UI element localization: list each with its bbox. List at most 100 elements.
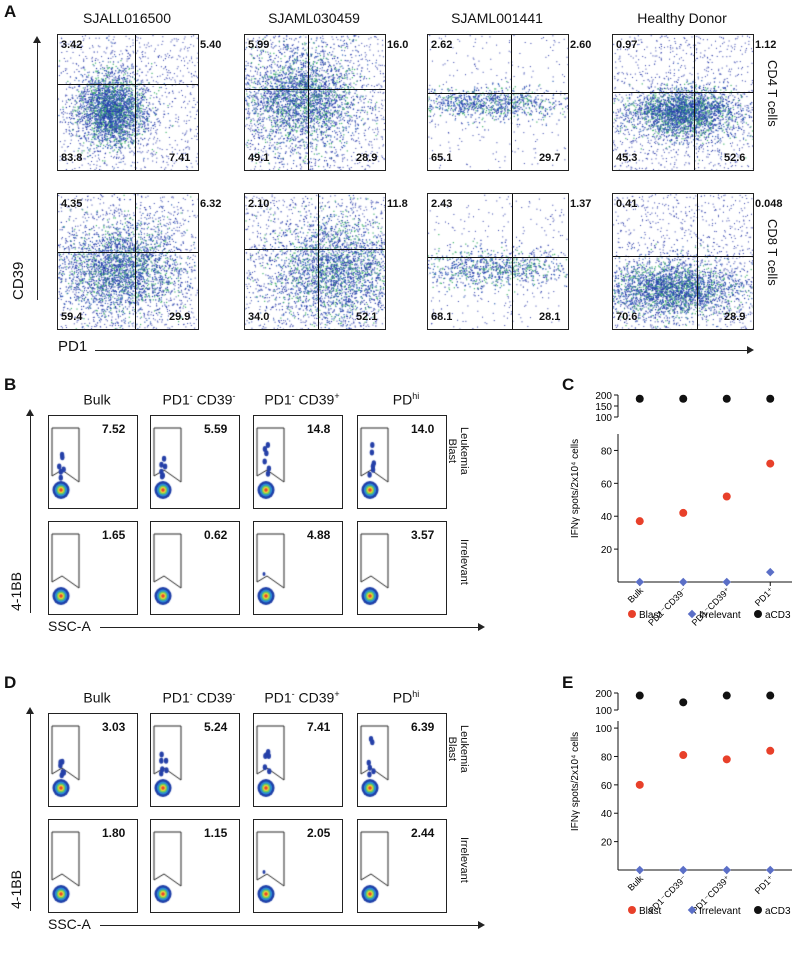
gate-column-title-superscript: - xyxy=(189,391,193,401)
data-point-blast xyxy=(635,517,644,526)
quadrant-value-upper-right: 0.048 xyxy=(755,198,783,210)
arrow-up-icon xyxy=(26,707,34,714)
quadrant-value-upper-right: 5.40 xyxy=(200,39,222,51)
quadrant-value-upper-left: 0.41 xyxy=(616,198,638,210)
panel-e-chart: 100 200 20 40 60 80 100 IFNγ spots/2x10⁴ cells B… xyxy=(570,689,792,917)
gate-column-title-cd39: CD39 xyxy=(192,689,233,706)
flow-plot-quadrant xyxy=(244,34,386,171)
y-tick-label: 100 xyxy=(595,706,612,717)
y-tick-label: 100 xyxy=(595,413,612,424)
quadrant-value-lower-right: 28.1 xyxy=(539,311,561,323)
flow-density-dots xyxy=(245,194,385,329)
quadrant-value-upper-left: 2.62 xyxy=(431,39,453,51)
gate-y-axis-line xyxy=(30,415,31,613)
gate-percentage: 0.62 xyxy=(204,528,228,542)
quadrant-value-upper-right: 6.32 xyxy=(200,198,222,210)
data-point-irrelevant xyxy=(766,567,775,577)
gate-column-title-superscript: + xyxy=(334,689,340,699)
gate-column-title-superscript: hi xyxy=(412,689,420,699)
quadrant-vertical-line xyxy=(317,194,319,329)
gate-row-label-line: Irrelevant xyxy=(458,539,470,585)
panel-a-y-label: CD39 xyxy=(10,261,27,300)
panel-a-x-label: PD1 xyxy=(58,338,88,355)
gate-plot xyxy=(253,521,343,615)
panel-a-x-axis-line xyxy=(95,350,747,351)
arrow-right-icon xyxy=(747,346,754,354)
data-point-irrelevant xyxy=(722,577,731,587)
gate-percentage: 3.03 xyxy=(102,720,126,734)
gate-column-title: PD1- CD39- xyxy=(138,391,260,408)
data-point-irrelevant xyxy=(679,577,688,587)
y-axis-label: IFNγ spots/2x10⁴ cells xyxy=(570,732,581,831)
legend-label: Irrelevant xyxy=(699,610,741,621)
gate-percentage: 14.0 xyxy=(411,422,435,436)
legend-marker xyxy=(628,610,636,618)
gate-column-title-main: PD1 xyxy=(162,391,190,408)
y-axis-label: IFNγ spots/2x10⁴ cells xyxy=(570,439,581,538)
arrow-up-icon xyxy=(26,409,34,416)
quadrant-horizontal-line xyxy=(245,249,385,251)
gate-row-label-line: Irrelevant xyxy=(458,837,470,883)
data-point-blast xyxy=(766,459,775,468)
quadrant-value-lower-right: 28.9 xyxy=(356,152,378,164)
quadrant-vertical-line xyxy=(308,35,309,170)
y-tick-label: 200 xyxy=(595,391,612,402)
gate-column-title-cd39: CD39 xyxy=(294,391,335,408)
gate-y-label: 4-1BB xyxy=(8,870,24,909)
data-point-acd3 xyxy=(635,394,644,403)
quadrant-value-lower-left: 68.1 xyxy=(431,311,453,323)
quadrant-value-lower-left: 34.0 xyxy=(248,311,270,323)
data-point-acd3 xyxy=(722,394,731,403)
quadrant-horizontal-line xyxy=(613,256,753,258)
gate-column-title-main: Bulk xyxy=(83,391,111,408)
gate-density-contour xyxy=(49,416,137,508)
gate-column-title: PDhi xyxy=(345,391,467,408)
data-point-acd3 xyxy=(766,394,775,403)
gate-density-contour xyxy=(151,416,239,508)
flow-density-dots xyxy=(613,194,753,329)
quadrant-value-lower-right: 52.6 xyxy=(724,152,746,164)
gate-plot xyxy=(150,415,240,509)
quadrant-horizontal-line xyxy=(428,257,568,259)
quadrant-value-lower-left: 59.4 xyxy=(61,311,83,323)
flow-density-dots xyxy=(613,35,753,170)
gate-x-label: SSC-A xyxy=(48,618,91,634)
quadrant-value-lower-left: 45.3 xyxy=(616,152,638,164)
gate-column-title-main: PD xyxy=(392,689,413,706)
gate-plot xyxy=(357,819,447,913)
data-point-acd3 xyxy=(722,691,731,700)
gate-percentage: 5.59 xyxy=(204,422,228,436)
flow-plot-quadrant xyxy=(244,193,386,330)
panel-a-column-title: Healthy Donor xyxy=(637,10,727,26)
gate-column-title: PD1- CD39+ xyxy=(241,689,363,706)
gate-percentage: 5.24 xyxy=(204,720,228,734)
y-tick-label: 80 xyxy=(601,752,613,763)
gate-column-title: PD1- CD39+ xyxy=(241,391,363,408)
gate-row-label-line: Leukemia xyxy=(458,427,470,475)
gate-x-label: SSC-A xyxy=(48,916,91,932)
gate-column-title-superscript: - xyxy=(291,689,295,699)
gate-column-title-main: PD1 xyxy=(264,391,292,408)
gate-percentage: 4.88 xyxy=(307,528,331,542)
gate-y-axis-line xyxy=(30,713,31,911)
gate-density-contour xyxy=(151,522,239,614)
gate-x-axis-line xyxy=(100,925,478,926)
legend-marker xyxy=(628,906,636,914)
panel-a-y-axis-line xyxy=(37,42,38,300)
gate-plot xyxy=(357,713,447,807)
gate-density-contour xyxy=(358,522,446,614)
quadrant-value-upper-right: 11.8 xyxy=(387,198,408,210)
gate-column-title: PDhi xyxy=(345,689,467,706)
panel-a-row-label: CD4 T cells xyxy=(765,60,780,127)
quadrant-value-lower-left: 83.8 xyxy=(61,152,83,164)
gate-percentage: 7.52 xyxy=(102,422,126,436)
data-point-irrelevant xyxy=(635,577,644,587)
flow-density-dots xyxy=(58,35,198,170)
gate-percentage: 1.15 xyxy=(204,826,228,840)
gate-plot xyxy=(150,521,240,615)
flow-plot-quadrant xyxy=(612,193,754,330)
y-tick-label: 80 xyxy=(601,446,613,457)
gate-row-label: Leukemia Blast xyxy=(446,427,470,475)
panel-a-column-title: SJALL016500 xyxy=(83,10,171,26)
gate-density-contour xyxy=(151,820,239,912)
